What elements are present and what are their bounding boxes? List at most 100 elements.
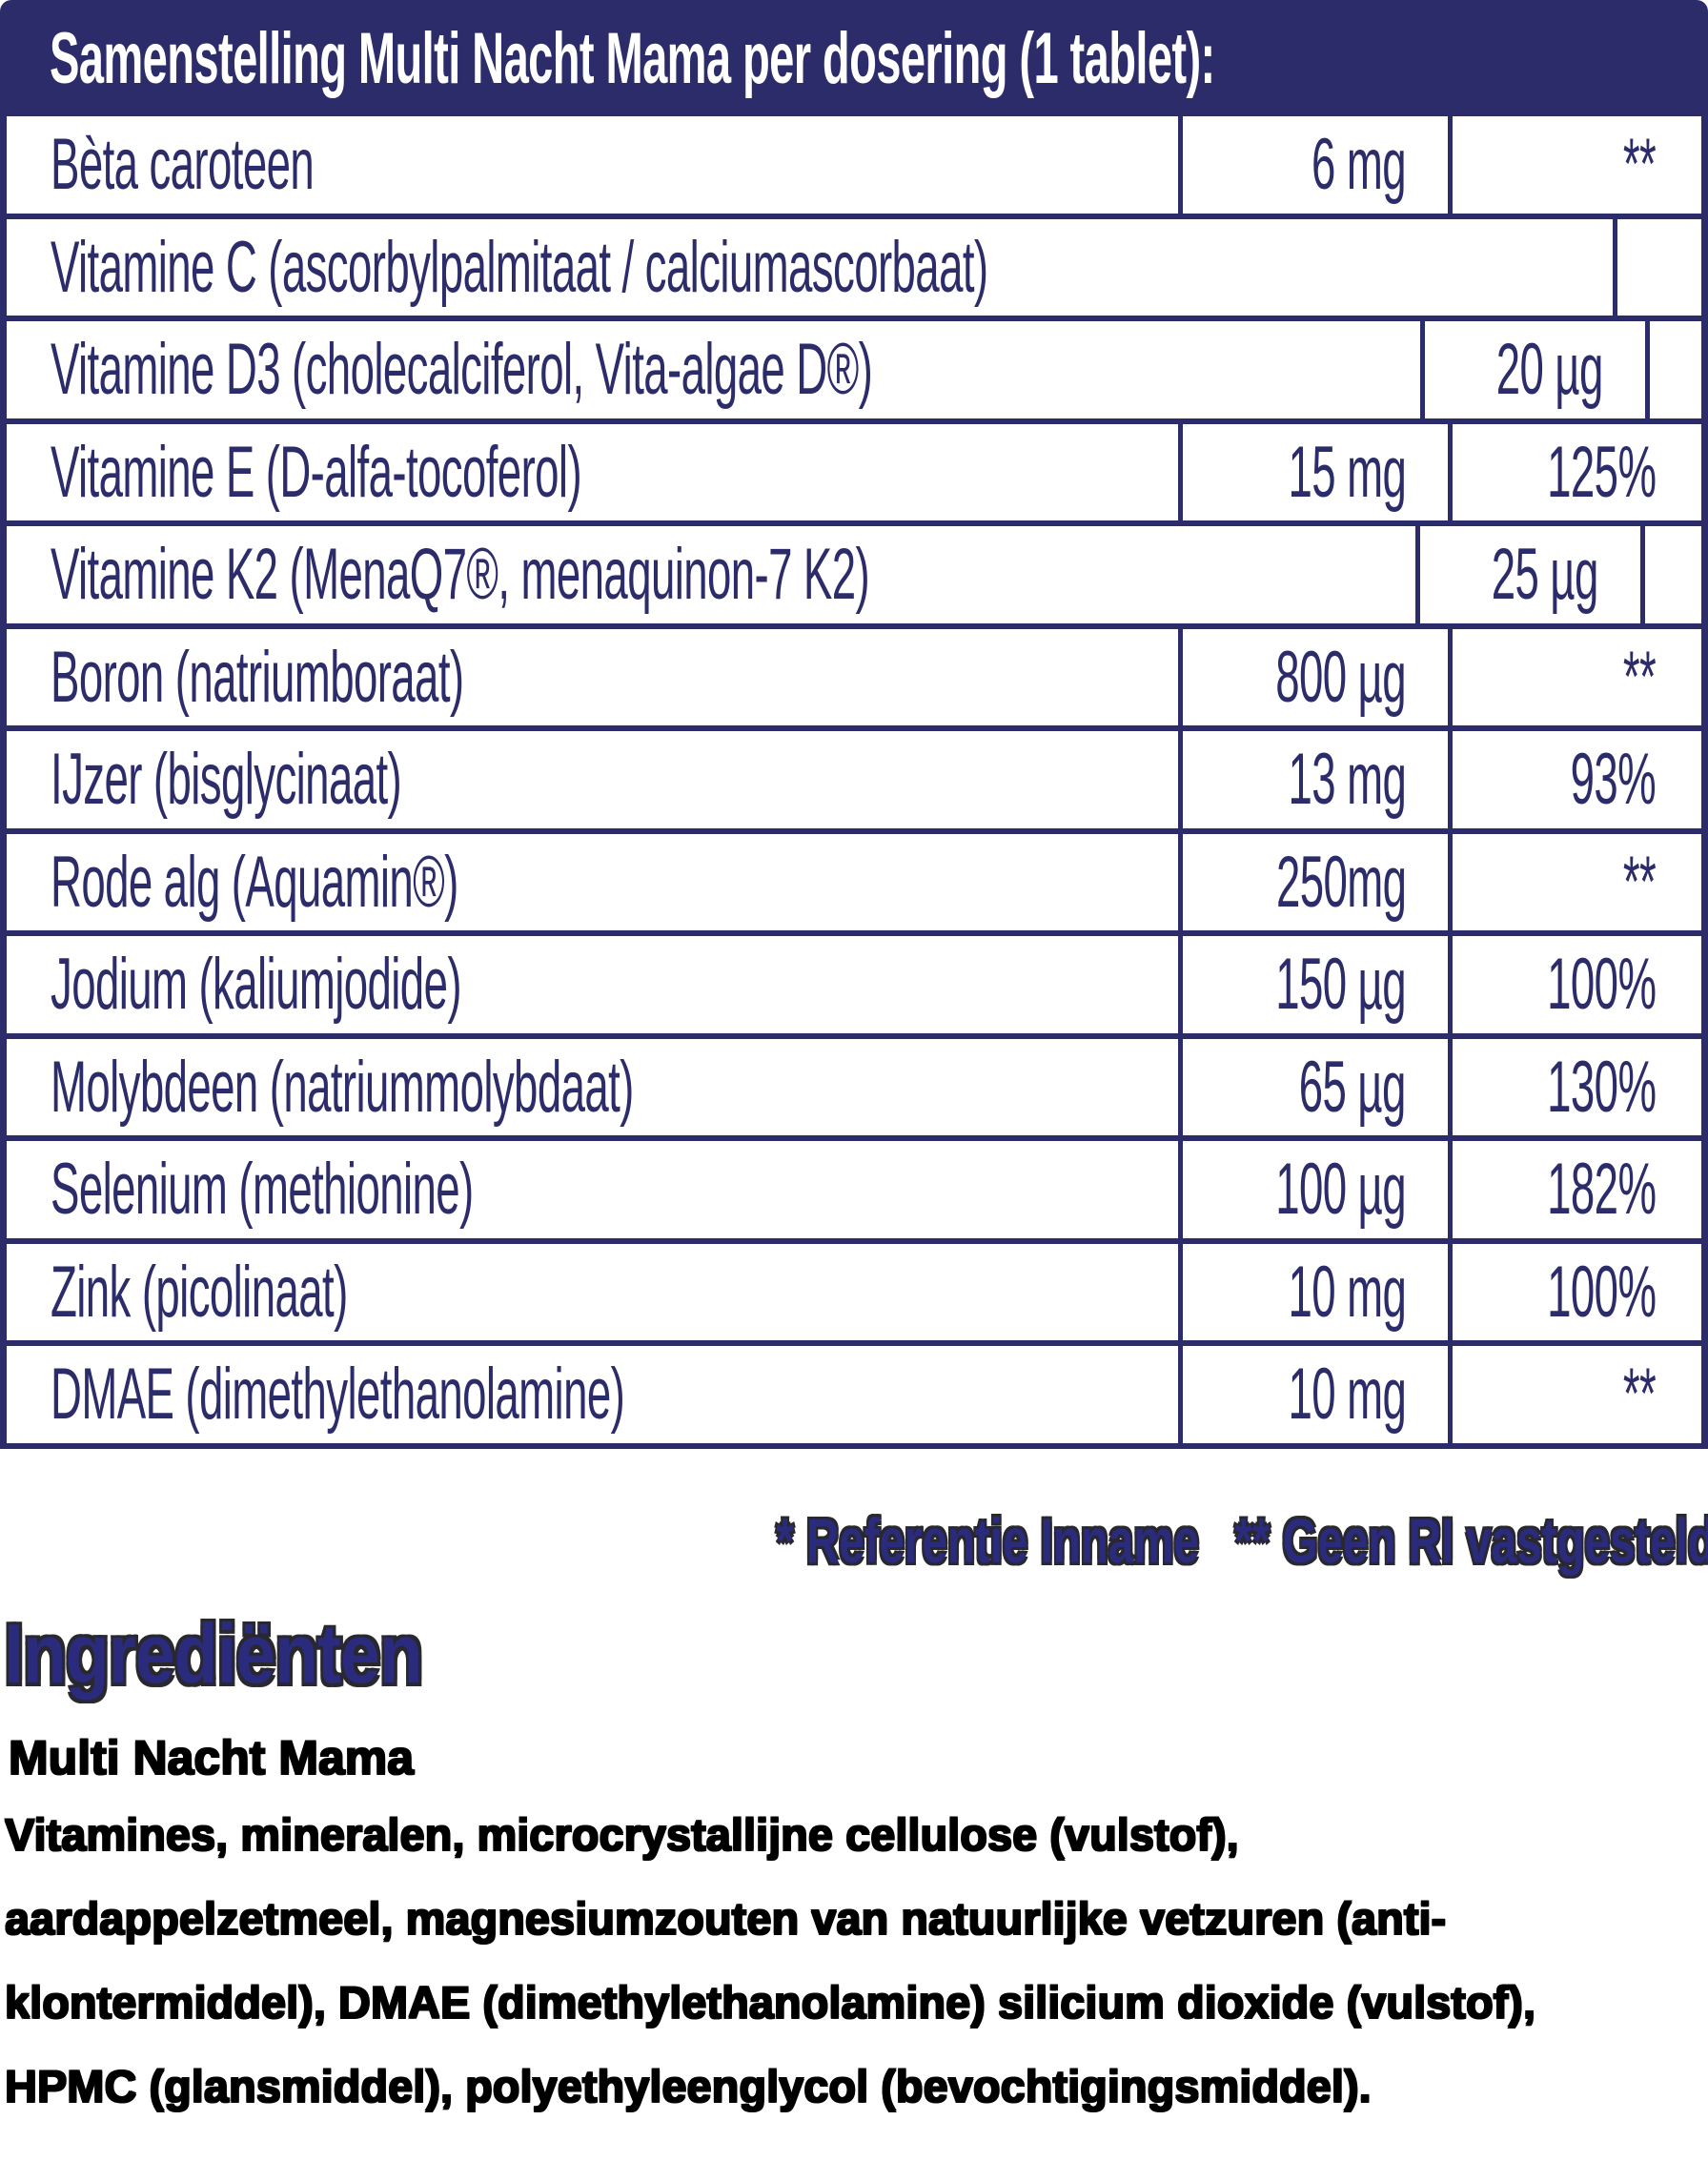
ri-value: 100% [1546,1251,1657,1333]
amount-value: 800 µg [1275,636,1406,718]
ingredient-name: Jodium (kaliumjodide) [51,944,462,1026]
ingredient-name: Molybdeen (natriummolybdaat) [51,1046,634,1128]
amount-cell: 150 µg [1178,936,1448,1033]
amount-cell: 6 mg [1178,116,1448,214]
amount-value: 13 mg [1288,739,1406,821]
amount-value: 10 mg [1288,1354,1406,1436]
ri-footnote: * Referentie Inname ** Geen RI vastgestel… [776,1504,1708,1577]
table-row: Vitamine D3 (cholecalciferol, Vita-algae… [7,321,1701,424]
table-row: Boron (natriumboraat) 800 µg ** [7,628,1701,731]
amount-value: 15 mg [1288,431,1406,513]
amount-cell: 10 mg [1178,1346,1448,1443]
ri-value: 130% [1546,1046,1657,1128]
amount-value: 10 mg [1288,1251,1406,1333]
amount-cell: 250mg [1178,833,1448,930]
amount-value: 6 mg [1312,124,1407,206]
ingredient-name: IJzer (bisglycinaat) [51,739,402,821]
ri-value: 33% [1701,533,1708,616]
amount-value: 25 µg [1491,534,1599,616]
amount-cell: 800 µg [1178,628,1448,725]
ri-value: ** [1622,124,1657,206]
ingredient-name-cell: IJzer (bisglycinaat) [7,731,1178,828]
ri-value: ** [1622,636,1657,718]
amount-value: 100 µg [1275,1149,1406,1231]
table-row: Bèta caroteen 6 mg ** [7,116,1701,219]
composition-table: Samenstelling Multi Nacht Mama per doser… [0,0,1708,1449]
ri-value: 93% [1570,739,1657,821]
amount-cell: 65 µg [1178,1038,1448,1135]
ri-cell: 100% [1448,1243,1701,1340]
ri-cell: 400% [1644,321,1708,418]
ingredient-name-cell: Jodium (kaliumjodide) [7,936,1178,1033]
amount-cell: 20 µg [1419,321,1645,418]
ingredient-name-cell: Selenium (methionine) [7,1141,1178,1238]
footnote-no-ri: ** Geen RI vastgesteld [1234,1505,1708,1576]
ingredient-name-cell: Boron (natriumboraat) [7,629,1178,726]
table-row: Jodium (kaliumjodide) 150 µg 100% [7,936,1701,1039]
ingredient-name-cell: Vitamine C (ascorbylpalmitaat / calciuma… [7,219,1613,316]
ingredient-name-cell: DMAE (dimethylethanolamine) [7,1346,1178,1443]
ingredient-name: Vitamine E (D-alfa-tocoferol) [51,431,582,513]
ri-value: 182% [1546,1149,1657,1231]
ri-cell: 130% [1448,1038,1701,1135]
ri-cell: ** [1448,833,1701,930]
amount-cell: 15 mg [1178,423,1448,520]
ri-cell: 100% [1448,936,1701,1033]
table-body: Bèta caroteen 6 mg ** Vitamine C (ascorb… [0,116,1708,1449]
product-name: Multi Nacht Mama [8,1730,414,1784]
ingredient-name-cell: Vitamine E (D-alfa-tocoferol) [7,424,1178,521]
table-row: Vitamine C (ascorbylpalmitaat / calciuma… [7,218,1708,321]
ri-value: 125% [1546,431,1657,513]
ingredient-name: Rode alg (Aquamin®) [51,841,458,923]
amount-value: 20 µg [1495,329,1604,411]
table-header: Samenstelling Multi Nacht Mama per doser… [0,0,1708,116]
ri-cell: 125% [1448,423,1701,520]
ingredient-name-cell: Molybdeen (natriummolybdaat) [7,1039,1178,1136]
table-row: Selenium (methionine) 100 µg 182% [7,1141,1701,1244]
ri-cell: ** [1448,1346,1701,1443]
ingredients-paragraph: Vitamines, mineralen, microcrystallijne … [4,1792,1700,2128]
amount-value: 65 µg [1298,1046,1407,1128]
amount-cell: 100 µg [1178,1141,1448,1238]
ingredient-name-cell: Rode alg (Aquamin®) [7,834,1178,931]
table-row: DMAE (dimethylethanolamine) 10 mg ** [7,1346,1701,1449]
footnote-reference-intake: * Referentie Inname [776,1505,1200,1576]
ri-cell: ** [1448,116,1701,214]
ingredient-name: Vitamine K2 (MenaQ7®, menaquinon-7 K2) [51,534,870,616]
ingredient-name-cell: Vitamine K2 (MenaQ7®, menaquinon-7 K2) [7,526,1415,623]
table-row: Vitamine E (D-alfa-tocoferol) 15 mg 125% [7,423,1701,526]
ingredients-line: klontermiddel), DMAE (dimethylethanolami… [4,1976,1535,2027]
table-row: IJzer (bisglycinaat) 13 mg 93% [7,731,1701,834]
amount-cell: 100 mg [1613,218,1708,316]
amount-value: 100 mg [1699,226,1708,309]
ingredient-name: Boron (natriumboraat) [51,636,464,718]
ingredients-line: aardappelzetmeel, magnesiumzouten van na… [4,1892,1446,1943]
ingredient-name-cell: Zink (picolinaat) [7,1244,1178,1341]
ri-value: ** [1622,841,1657,923]
amount-cell: 13 mg [1178,731,1448,828]
ri-cell: 182% [1448,1141,1701,1238]
ingredient-name: Vitamine D3 (cholecalciferol, Vita-algae… [51,329,873,411]
ingredient-name-cell: Bèta caroteen [7,116,1178,214]
table-row: Zink (picolinaat) 10 mg 100% [7,1243,1701,1346]
ri-cell: 33% [1639,526,1708,623]
ingredient-name: Bèta caroteen [51,124,315,206]
ri-value: 100% [1546,944,1657,1026]
table-row: Rode alg (Aquamin®) 250mg ** [7,833,1701,936]
ingredients-line: HPMC (glansmiddel), polyethyleenglycol (… [4,2060,1371,2110]
amount-cell: 25 µg [1414,526,1640,623]
amount-value: 250mg [1275,841,1407,923]
ri-cell: 93% [1448,731,1701,828]
table-row: Molybdeen (natriummolybdaat) 65 µg 130% [7,1038,1701,1141]
ingredient-name: Zink (picolinaat) [51,1251,348,1333]
table-title: Samenstelling Multi Nacht Mama per doser… [50,17,1215,99]
ingredient-name-cell: Vitamine D3 (cholecalciferol, Vita-algae… [7,321,1420,418]
ingredient-name: Vitamine C (ascorbylpalmitaat / calciuma… [51,226,988,308]
amount-cell: 10 mg [1178,1243,1448,1340]
ingredients-heading: Ingrediënten [4,1606,422,1701]
amount-value: 150 µg [1275,944,1406,1026]
table-row: Vitamine K2 (MenaQ7®, menaquinon-7 K2) 2… [7,526,1708,629]
ri-value: ** [1622,1354,1657,1436]
ingredients-line: Vitamines, mineralen, microcrystallijne … [4,1808,1238,1859]
